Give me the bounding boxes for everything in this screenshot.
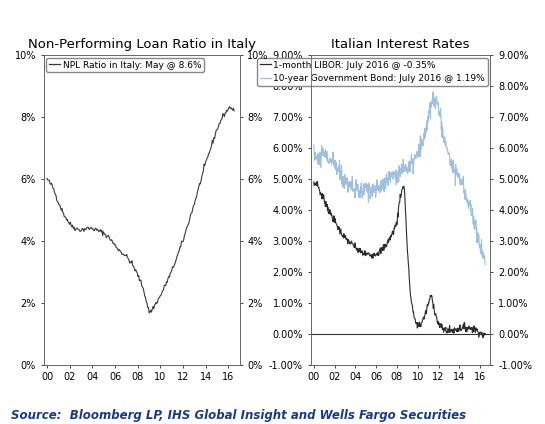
Legend: 1-month LIBOR: July 2016 @ -0.35%, 10-year Government Bond: July 2016 @ 1.19%: 1-month LIBOR: July 2016 @ -0.35%, 10-ye…	[257, 58, 488, 86]
Title: Italian Interest Rates: Italian Interest Rates	[331, 38, 470, 51]
Text: Source:  Bloomberg LP, IHS Global Insight and Wells Fargo Securities: Source: Bloomberg LP, IHS Global Insight…	[11, 409, 466, 422]
Title: Non-Performing Loan Ratio in Italy: Non-Performing Loan Ratio in Italy	[28, 38, 256, 51]
Legend: NPL Ratio in Italy: May @ 8.6%: NPL Ratio in Italy: May @ 8.6%	[46, 58, 204, 72]
